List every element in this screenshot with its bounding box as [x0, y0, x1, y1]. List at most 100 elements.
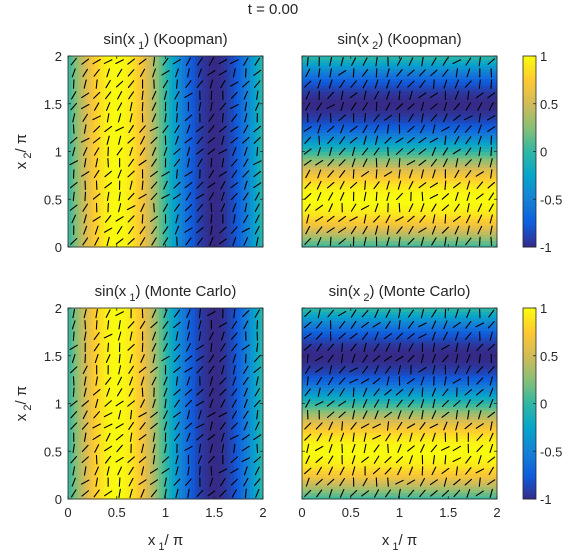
- heatmap-cell: [207, 103, 212, 108]
- heatmap-cell: [68, 173, 72, 178]
- heatmap-cell: [256, 110, 261, 114]
- heatmap-cell: [120, 110, 124, 114]
- heatmap-cell: [224, 183, 228, 188]
- heatmap-cell: [201, 173, 206, 178]
- heatmap-cell: [142, 234, 147, 239]
- heatmap-cell: [328, 65, 332, 70]
- heatmap-cell: [253, 154, 258, 159]
- heatmap-cell: [71, 154, 76, 159]
- heatmap-cell: [334, 75, 339, 79]
- heatmap-cell: [214, 231, 219, 235]
- heatmap-cell: [159, 132, 163, 137]
- heatmap-cell: [146, 243, 150, 248]
- quiver-arrow: [197, 68, 202, 78]
- heatmap-cell: [110, 173, 115, 178]
- heatmap-cell: [227, 231, 232, 235]
- quiver-arrow: [139, 125, 146, 133]
- heatmap-cell: [77, 135, 82, 140]
- heatmap-cell: [259, 243, 264, 248]
- heatmap-cell: [155, 56, 160, 60]
- heatmap-cell: [259, 227, 264, 232]
- heatmap-cell: [240, 170, 245, 175]
- heatmap-cell: [224, 199, 228, 204]
- heatmap-cell: [194, 119, 199, 124]
- heatmap-cell: [94, 126, 98, 130]
- heatmap-cell: [100, 196, 105, 200]
- heatmap-cell: [350, 97, 355, 102]
- quiver-arrow: [116, 147, 123, 156]
- heatmap-cell: [172, 218, 176, 223]
- heatmap-cell: [259, 231, 264, 235]
- heatmap-cell: [198, 196, 202, 200]
- heatmap-cell: [211, 91, 215, 95]
- heatmap-cell: [214, 196, 219, 200]
- heatmap-cell: [126, 189, 131, 194]
- heatmap-cell: [68, 59, 72, 63]
- heatmap-cell: [347, 68, 352, 73]
- heatmap-cell: [129, 122, 134, 127]
- heatmap-cell: [253, 135, 258, 140]
- heatmap-cell: [311, 75, 316, 79]
- heatmap-cell: [181, 116, 186, 121]
- heatmap-cell: [113, 148, 118, 153]
- heatmap-cell: [350, 126, 355, 130]
- heatmap-cell: [331, 234, 336, 239]
- heatmap-cell: [246, 151, 251, 156]
- heatmap-cell: [71, 192, 76, 197]
- heatmap-cell: [201, 224, 206, 229]
- heatmap-cell: [240, 237, 245, 242]
- heatmap-cell: [74, 161, 79, 165]
- heatmap-cell: [136, 173, 141, 178]
- heatmap-cell: [133, 218, 137, 223]
- heatmap-cell: [142, 116, 147, 121]
- heatmap-cell: [253, 180, 258, 184]
- heatmap-cell: [142, 84, 147, 89]
- heatmap-cell: [152, 167, 157, 172]
- heatmap-cell: [136, 161, 141, 165]
- heatmap-cell: [230, 173, 235, 178]
- heatmap-cell: [71, 113, 76, 118]
- heatmap-cell: [113, 56, 118, 60]
- heatmap-cell: [318, 224, 323, 229]
- heatmap-cell: [357, 135, 362, 140]
- heatmap-cell: [139, 59, 144, 63]
- heatmap-cell: [324, 68, 329, 73]
- heatmap-cell: [178, 84, 183, 89]
- heatmap-cell: [178, 103, 183, 108]
- heatmap-cell: [237, 234, 241, 239]
- heatmap-cell: [315, 59, 319, 63]
- y-tick-label: 1: [55, 145, 62, 160]
- heatmap-cell: [321, 224, 326, 229]
- heatmap-cell: [341, 122, 345, 127]
- heatmap-cell: [87, 97, 92, 102]
- heatmap-cell: [204, 135, 209, 140]
- heatmap-cell: [220, 173, 225, 178]
- heatmap-cell: [81, 176, 85, 181]
- heatmap-cell: [84, 161, 89, 165]
- heatmap-cell: [357, 100, 362, 105]
- heatmap-cell: [188, 145, 193, 149]
- heatmap-cell: [311, 62, 316, 67]
- heatmap-cell: [103, 135, 108, 140]
- heatmap-cell: [126, 116, 131, 121]
- heatmap-cell: [337, 224, 342, 229]
- heatmap-cell: [217, 189, 222, 194]
- heatmap-cell: [97, 78, 102, 83]
- heatmap-cell: [152, 189, 157, 194]
- heatmap-cell: [305, 221, 310, 226]
- heatmap-cell: [81, 240, 85, 245]
- heatmap-cell: [305, 126, 310, 130]
- heatmap-cell: [350, 78, 355, 83]
- heatmap-cell: [354, 129, 358, 133]
- heatmap-cell: [188, 196, 193, 200]
- heatmap-cell: [328, 106, 332, 111]
- heatmap-cell: [211, 180, 215, 184]
- heatmap-cell: [191, 202, 196, 207]
- heatmap-cell: [256, 132, 261, 137]
- heatmap-cell: [87, 116, 92, 121]
- heatmap-cell: [100, 231, 105, 235]
- heatmap-cell: [103, 196, 108, 200]
- heatmap-cell: [191, 68, 196, 73]
- heatmap-cell: [139, 135, 144, 140]
- heatmap-cell: [149, 59, 154, 63]
